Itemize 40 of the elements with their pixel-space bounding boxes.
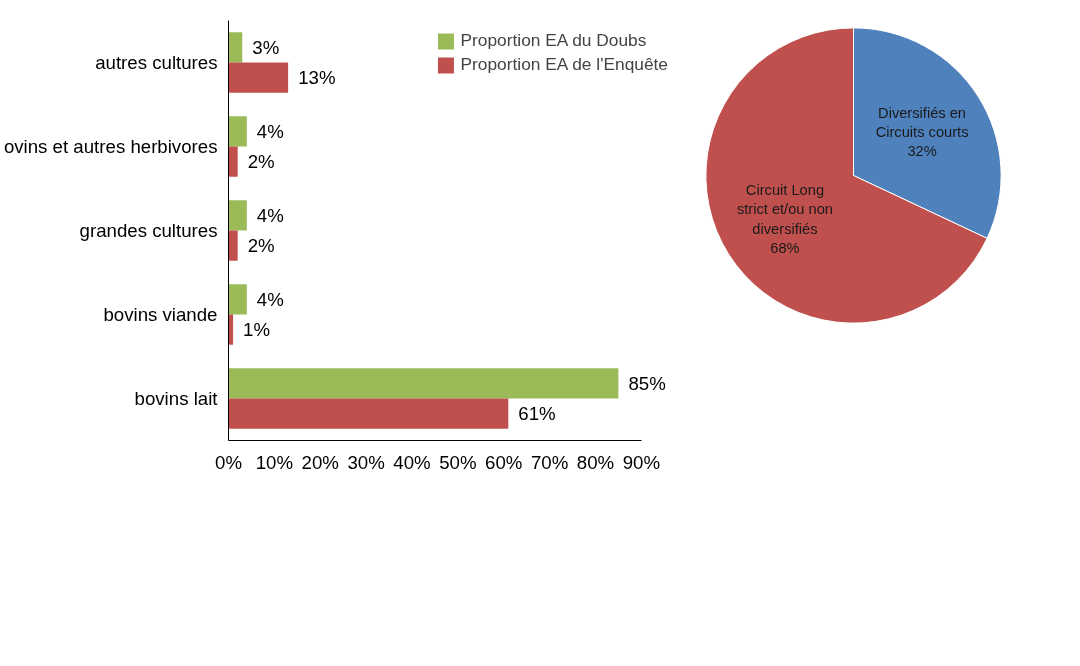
data-label: 2% [247,235,275,257]
x-tick-label: 50% [439,451,477,473]
data-label: 32% [907,143,937,160]
legend-label: Proportion EA de l'Enquête [460,54,668,75]
bar [228,32,243,63]
legend-label: Proportion EA du Doubs [460,30,647,51]
x-tick-label: 90% [622,451,661,473]
data-label: 1% [243,319,271,341]
x-tick-label: 80% [576,451,615,473]
bar [228,62,289,93]
slice-label: Circuit Long strict et/ou non diversifiés [736,182,834,237]
data-label: 4% [256,204,284,226]
x-tick-label: 40% [393,451,431,473]
bar [228,200,247,231]
x-tick-label: 0% [215,451,242,473]
x-tick-label: 60% [485,451,523,473]
data-label: 2% [247,151,275,173]
data-label: 13% [298,67,336,89]
slice-label: Diversifiés en Circuits courts [875,104,969,140]
y-tick-label: ovins et autres herbivores [3,136,218,157]
bar [228,230,238,261]
y-tick-label: grandes cultures [79,220,218,241]
x-tick-label: 70% [530,451,569,473]
data-label: 4% [256,120,284,142]
y-tick-label: bovins lait [134,388,219,409]
bar [228,398,509,429]
x-tick-label: 10% [255,451,294,473]
bar [228,146,238,177]
data-label: 85% [628,372,666,394]
x-tick-label: 20% [301,451,339,473]
data-label: 3% [252,36,280,58]
bar [228,116,247,147]
data-label: 4% [256,288,284,310]
data-label: 68% [770,239,800,256]
bar [228,368,619,399]
y-tick-label: autres cultures [95,52,218,73]
bar [228,284,247,315]
y-tick-label: bovins viande [103,304,218,325]
data-label: 61% [518,403,556,425]
x-tick-label: 30% [347,451,385,473]
